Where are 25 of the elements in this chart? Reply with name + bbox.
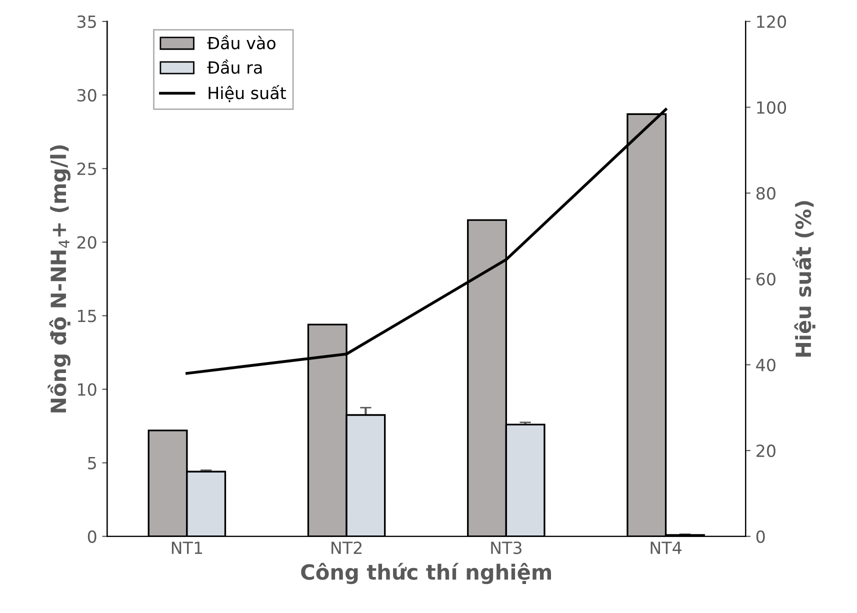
y2-axis-title: Hiệu suất (%) [792, 201, 816, 357]
y-axis-title: Nồng độ N-NH$_{4}$+ (mg/l) [48, 145, 70, 412]
x-axis-title: Công thức thí nghiệm [301, 562, 551, 584]
legend-label: Đầu vào [207, 35, 276, 50]
y2-tick-label: 20 [756, 444, 776, 458]
y-tick-label: 5 [88, 456, 96, 470]
y-tick-label: 30 [77, 88, 96, 102]
y-tick-label: 35 [77, 15, 96, 28]
y-tick-label: 10 [78, 383, 96, 396]
x-tick-label: NT3 [491, 542, 522, 554]
legend-label: Đầu ra [207, 59, 262, 74]
x-tick-label: NT4 [650, 542, 682, 554]
legend-label: Hiệu suất [208, 84, 286, 102]
y2-tick-label: 0 [756, 530, 765, 543]
y2-tick-label: 100 [757, 101, 786, 114]
y-tick-label: 15 [78, 310, 96, 322]
y2-tick-label: 120 [757, 15, 786, 28]
y-tick-label: 20 [77, 236, 96, 249]
y-tick-label: 0 [88, 530, 96, 543]
y2-tick-label: 80 [756, 187, 776, 200]
y2-tick-label: 40 [756, 358, 776, 372]
y2-tick-label: 60 [756, 272, 776, 286]
x-tick-label: NT1 [172, 542, 202, 554]
y-tick-label: 25 [77, 162, 96, 176]
x-tick-label: NT2 [332, 542, 362, 554]
